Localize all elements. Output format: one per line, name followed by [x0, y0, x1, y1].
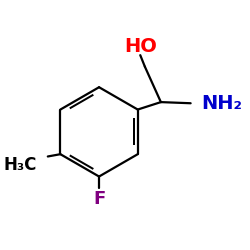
Text: NH₂: NH₂ [201, 94, 242, 113]
Text: H₃C: H₃C [4, 156, 37, 174]
Text: F: F [93, 190, 105, 208]
Text: HO: HO [124, 36, 157, 56]
